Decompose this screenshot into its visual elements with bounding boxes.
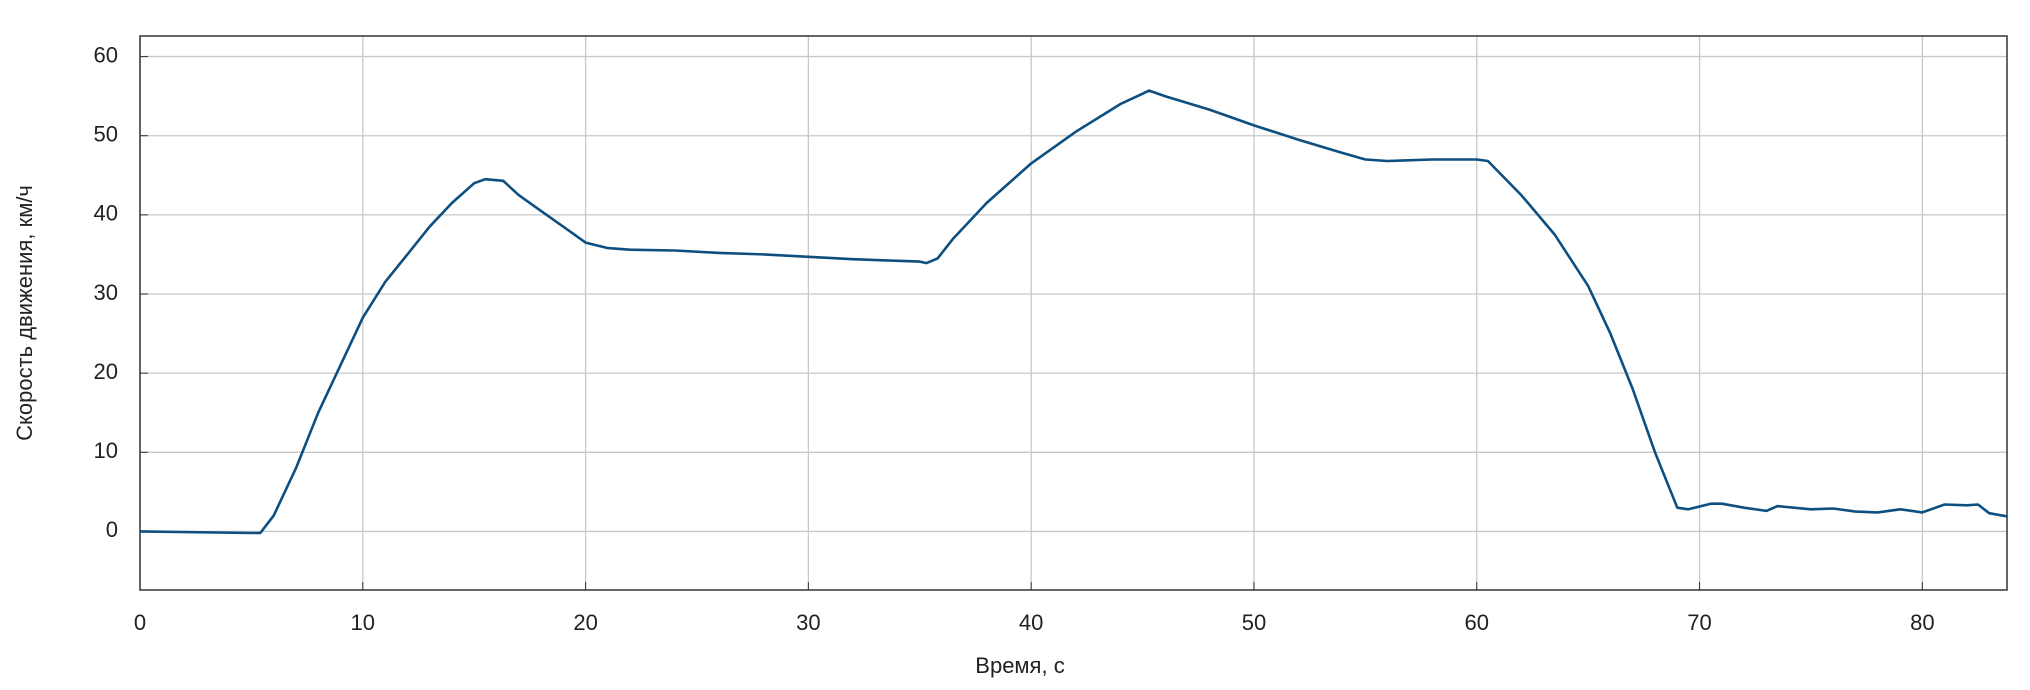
y-tick-label: 50	[94, 122, 118, 147]
y-tick-label: 10	[94, 438, 118, 463]
y-tick-label: 60	[94, 42, 118, 67]
x-tick-label: 10	[351, 610, 375, 635]
x-tick-label: 70	[1687, 610, 1711, 635]
x-tick-label: 60	[1465, 610, 1489, 635]
x-tick-label: 80	[1910, 610, 1934, 635]
speed-line	[139, 89, 2008, 535]
plot-frame	[139, 35, 2008, 591]
y-tick-label: 30	[94, 280, 118, 305]
y-tick-label: 40	[94, 201, 118, 226]
x-tick-label: 0	[134, 610, 146, 635]
x-tick-label: 30	[796, 610, 820, 635]
y-tick-label: 0	[106, 517, 118, 542]
y-tick-label: 20	[94, 359, 118, 384]
x-tick-label: 50	[1242, 610, 1266, 635]
y-axis-label: Скорость движения, км/ч	[12, 185, 37, 441]
x-tick-label: 20	[573, 610, 597, 635]
x-axis-label: Время, с	[975, 653, 1064, 678]
x-tick-label: 40	[1019, 610, 1043, 635]
